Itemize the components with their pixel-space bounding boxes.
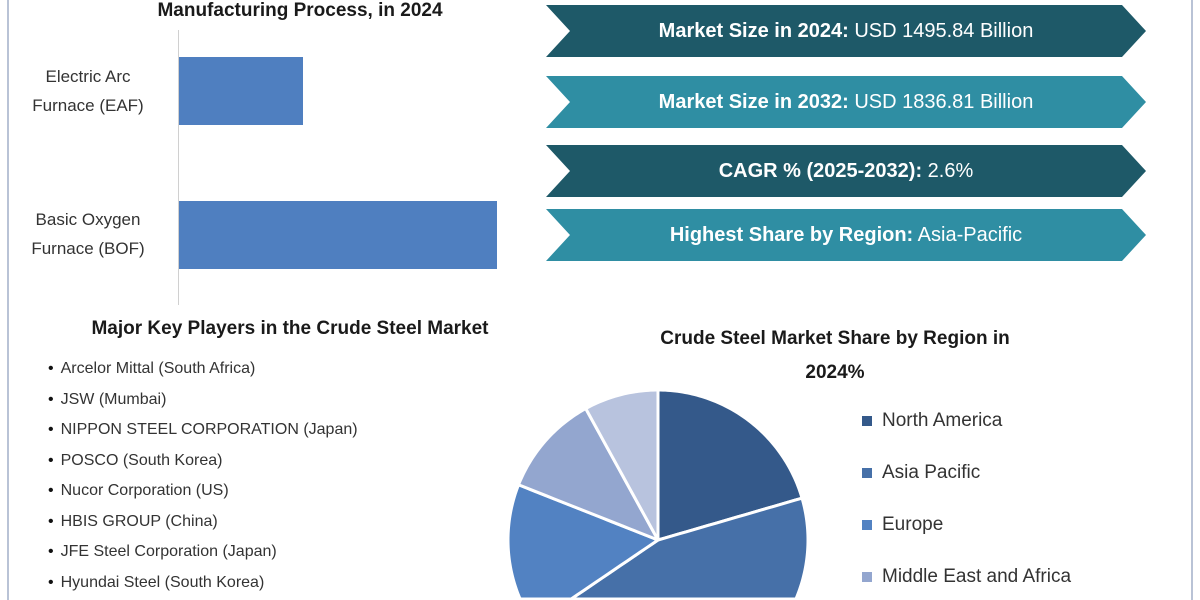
banner-market-size-2032: Market Size in 2032: USD 1836.81 Billion [546,76,1146,128]
pie-title-line: 2024% [805,362,865,383]
legend-item: North America [862,409,1071,433]
list-item: Arcelor Mittal (South Africa) [48,357,358,388]
left-border [7,0,9,600]
legend-swatch [862,572,872,582]
banner-label: CAGR % (2025-2032): [718,159,923,182]
legend-swatch [862,520,872,530]
legend-swatch [862,416,872,426]
banner-label: Highest Share by Region: [669,223,914,246]
category-label-line: Furnace (BOF) [31,239,145,258]
bar-eaf [179,57,303,125]
list-item: JSW (Mumbai) [48,388,358,419]
bar-chart-title: Manufacturing Process, in 2024 [157,0,443,21]
category-label-eaf: Electric Arc Furnace (EAF) [8,62,168,120]
legend-label: North America [882,410,1003,431]
banner-label: Market Size in 2024: [658,19,849,42]
banner-value: USD 1495.84 Billion [848,19,1034,42]
category-label-bof: Basic Oxygen Furnace (BOF) [8,205,168,263]
legend-item: Asia Pacific [862,461,1071,485]
banner-highest-share: Highest Share by Region: Asia-Pacific [546,209,1146,261]
list-item: POSCO (South Korea) [48,449,358,480]
banner-value: Asia-Pacific [913,223,1023,246]
legend-label: Asia Pacific [882,462,981,483]
banner-value: USD 1836.81 Billion [848,90,1034,113]
right-border [1191,0,1193,600]
players-title: Major Key Players in the Crude Steel Mar… [91,318,489,339]
list-item: NIPPON STEEL CORPORATION (Japan) [48,418,358,449]
list-item: Nucor Corporation (US) [48,479,358,510]
legend-label: Middle East and Africa [882,566,1072,587]
pie-chart-title: Crude Steel Market Share by Region in 202… [570,322,1100,390]
legend-swatch [862,468,872,478]
banner-label: Market Size in 2032: [658,90,849,113]
banner-value: 2.6% [922,159,974,182]
category-label-line: Electric Arc [45,67,131,86]
bar-chart-axis [178,30,179,305]
pie-legend: North America Asia Pacific Europe Middle Ea… [862,409,1071,589]
banner-cagr: CAGR % (2025-2032): 2.6% [546,145,1146,197]
players-list: Arcelor Mittal (South Africa) JSW (Mumba… [48,357,358,595]
list-item: JFE Steel Corporation (Japan) [48,540,358,571]
list-item: Hyundai Steel (South Korea) [48,571,358,595]
pie-title-line: Crude Steel Market Share by Region in [660,328,1010,349]
banner-market-size-2024: Market Size in 2024: USD 1495.84 Billion [546,5,1146,57]
legend-label: Europe [882,514,944,535]
legend-item: Middle East and Africa [862,565,1071,589]
pie-slice-other [584,388,660,542]
bar-bof [179,201,497,269]
legend-item: Europe [862,513,1071,537]
category-label-line: Furnace (EAF) [32,96,144,115]
list-item: HBIS GROUP (China) [48,510,358,541]
category-label-line: Basic Oxygen [35,210,141,229]
